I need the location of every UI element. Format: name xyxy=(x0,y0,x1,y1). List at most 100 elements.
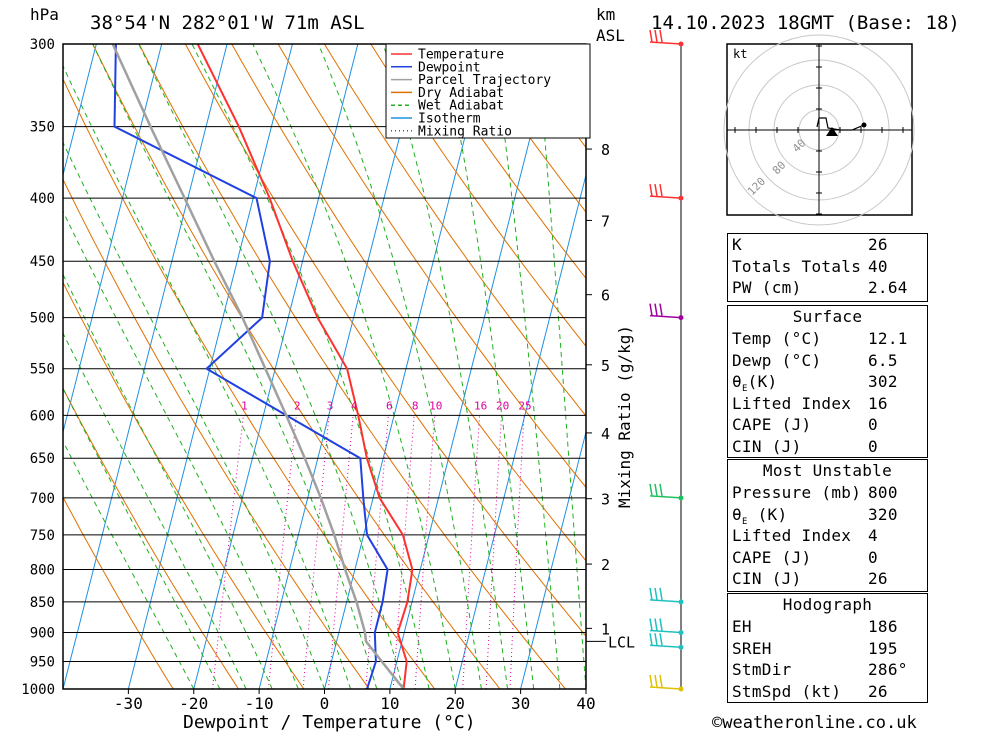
totals-totals-value: 40 xyxy=(868,256,888,276)
mu-li-row: Lifted Index 4 xyxy=(728,525,927,547)
wet-adiabat-line xyxy=(63,141,325,689)
parcel-trajectory-profile-line xyxy=(111,44,405,689)
isotherm-line xyxy=(63,44,163,435)
dry-adiabat-line xyxy=(370,44,586,348)
hodograph-ring xyxy=(723,34,915,226)
isotherm-line xyxy=(63,44,97,178)
stmspd-row: StmSpd (kt) 26 xyxy=(728,681,927,703)
dry-adiabat-line xyxy=(63,496,174,689)
wind-barb-flag xyxy=(659,303,663,316)
surface-title: Surface xyxy=(792,307,863,326)
temperature-tick-label: 10 xyxy=(380,694,399,713)
isotherm-line xyxy=(258,44,424,689)
dry-adiabat-line xyxy=(231,44,586,562)
temperature-tick-label: -10 xyxy=(245,694,274,713)
totals-totals-row: Totals Totals 40 xyxy=(728,256,927,278)
sreh-value: 195 xyxy=(868,638,898,658)
eh-value: 186 xyxy=(868,617,898,636)
wind-barb-flag xyxy=(659,29,663,43)
stmdir-value: 286° xyxy=(868,660,908,680)
mixing-ratio-label: 10 xyxy=(429,399,442,412)
surface-panel: Surface Temp (°C) 12.1 Dewp (°C) 6.5 θE(K)… xyxy=(727,305,928,458)
pressure-tick-label: 450 xyxy=(30,254,55,270)
surface-cape-value: 0 xyxy=(868,415,878,435)
pressure-tick-label: 600 xyxy=(30,408,55,424)
k-index-value: 26 xyxy=(868,235,888,254)
pressure-tick-label: 800 xyxy=(30,562,55,578)
mixing-ratio-label: 16 xyxy=(474,399,487,412)
dry-adiabat-line xyxy=(63,78,436,689)
wind-barb-flag xyxy=(654,29,658,43)
wind-barb-shaft xyxy=(649,644,682,648)
surface-dewp-value: 6.5 xyxy=(868,350,898,370)
indices-panel: K 26 Totals Totals 40 PW (cm) 2.64 xyxy=(727,233,928,302)
hodograph-title: Hodograph xyxy=(782,595,873,614)
x-axis-title: Dewpoint / Temperature (°C) xyxy=(183,712,476,733)
temperature-profile-line xyxy=(196,44,414,689)
wind-barb-shaft xyxy=(649,599,682,603)
dry-adiabat-line xyxy=(323,44,586,417)
surface-li-row: Lifted Index 16 xyxy=(728,393,927,415)
km-unit-label: km xyxy=(596,5,615,24)
dry-adiabat-line xyxy=(277,44,586,489)
dry-adiabat-line xyxy=(92,44,501,689)
eh-row: EH 186 xyxy=(728,616,927,638)
wind-barb-shaft xyxy=(649,629,682,634)
eh-label: EH xyxy=(732,617,752,636)
legend-label: Dry Adiabat xyxy=(418,86,504,101)
surface-li-label: Lifted Index xyxy=(732,393,852,413)
mixing-ratio-label: 2 xyxy=(294,399,301,412)
dry-adiabat-line xyxy=(138,44,566,689)
pressure-tick-label: 350 xyxy=(30,120,55,136)
wet-adiabat-line xyxy=(138,44,404,689)
profile-series xyxy=(111,44,414,689)
pressure-unit-label: hPa xyxy=(30,5,59,24)
height-tick-label: 5 xyxy=(601,357,610,375)
height-tick-label: 7 xyxy=(601,212,610,230)
dry-adiabat-line xyxy=(184,44,586,637)
wind-barb-flag xyxy=(659,674,663,688)
wind-barb-flag xyxy=(654,183,658,197)
mu-cin-value: 26 xyxy=(868,569,888,589)
pressure-tick-label: 700 xyxy=(30,491,55,507)
surface-theta-row: θE(K) 302 xyxy=(728,371,927,395)
surface-theta-label: θE(K) xyxy=(732,372,778,395)
legend-label: Parcel Trajectory xyxy=(418,73,551,88)
stmdir-label: StmDir xyxy=(732,660,792,680)
isotherm-line xyxy=(193,44,359,689)
mu-pressure-label: Pressure (mb) xyxy=(732,483,862,502)
surface-cin-value: 0 xyxy=(868,436,878,456)
temperature-tick-label: -20 xyxy=(179,694,208,713)
isotherm-line xyxy=(520,429,586,689)
pressure-tick-label: 300 xyxy=(30,37,55,53)
wet-adiabat-line xyxy=(63,64,352,689)
most-unstable-title: Most Unstable xyxy=(762,461,893,480)
isotherm-line xyxy=(585,686,586,689)
mu-theta-label: θE (K) xyxy=(732,504,788,527)
temperature-axis-labels: -30 -20 -10 0 10 20 30 40 xyxy=(114,689,596,713)
height-tick-label: 1 xyxy=(601,620,610,638)
mu-li-label: Lifted Index xyxy=(732,526,852,546)
mixing-ratio-line xyxy=(212,415,244,689)
mixing-ratio-label: 8 xyxy=(412,399,419,412)
surface-cape-row: CAPE (J) 0 xyxy=(728,414,927,436)
mu-theta-value: 320 xyxy=(868,504,898,524)
wet-adiabat-line xyxy=(191,44,430,689)
temperature-tick-label: 20 xyxy=(446,694,465,713)
pw-value: 2.64 xyxy=(868,278,908,298)
mu-theta-row: θE (K) 320 xyxy=(728,504,927,527)
wet-adiabat-line xyxy=(63,332,247,689)
mixing-ratio-label: 1 xyxy=(241,399,248,412)
asl-unit-label: ASL xyxy=(596,26,625,45)
temperature-tick-label: -30 xyxy=(114,694,143,713)
height-tick-label: 3 xyxy=(601,491,610,509)
dewpoint-profile-line xyxy=(113,44,389,689)
height-tick-label: 8 xyxy=(601,141,610,159)
wind-barb-flag xyxy=(659,618,663,631)
wet-adiabat-line xyxy=(252,44,456,689)
mixing-ratio-labels: 1 2 3 4 6 8 10 16 20 25 xyxy=(241,399,532,412)
lcl-label: LCL xyxy=(608,633,635,651)
mixing-ratio-label: 20 xyxy=(496,399,509,412)
